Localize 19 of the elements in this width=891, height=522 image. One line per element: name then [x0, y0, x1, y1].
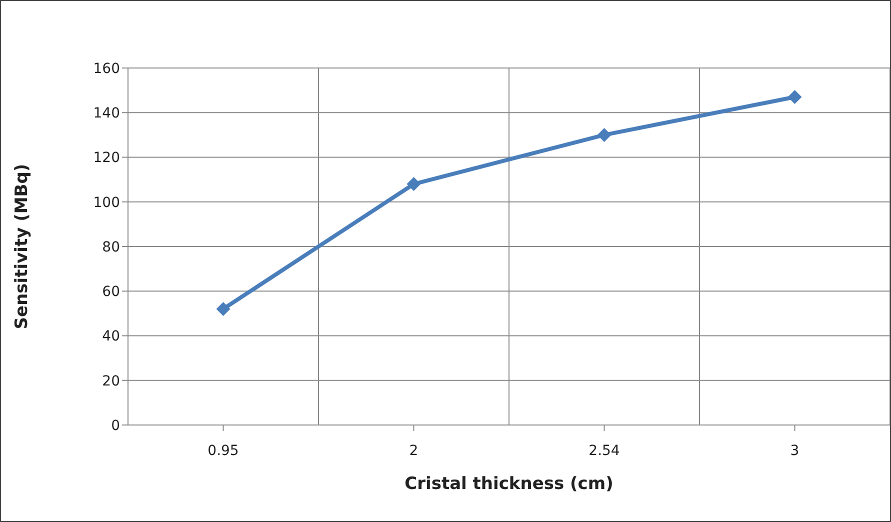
point — [216, 302, 230, 316]
y-tick-label: 40 — [102, 328, 120, 345]
y-tick-label: 140 — [93, 106, 120, 122]
x-tick-label: 2.54 — [588, 442, 620, 459]
x-tick-label: 2 — [409, 442, 418, 459]
y-tick-label: 20 — [102, 373, 120, 390]
point — [406, 177, 421, 192]
x-tick-label: 0.95 — [208, 442, 239, 459]
y-tick-label: 160 — [93, 60, 120, 77]
point — [788, 90, 802, 104]
x-tick-label: 3 — [790, 442, 800, 459]
y-tick-label: 80 — [102, 239, 120, 256]
y-tick-label: 60 — [102, 284, 120, 300]
y-tick-label: 100 — [93, 194, 120, 211]
y-axis-title: Sensitivity (MBq) — [12, 164, 32, 330]
x-axis-title: Cristal thickness (cm) — [404, 474, 614, 494]
y-tick-label: 0 — [111, 418, 120, 434]
point — [597, 128, 612, 142]
y-tick-label: 120 — [93, 150, 120, 166]
